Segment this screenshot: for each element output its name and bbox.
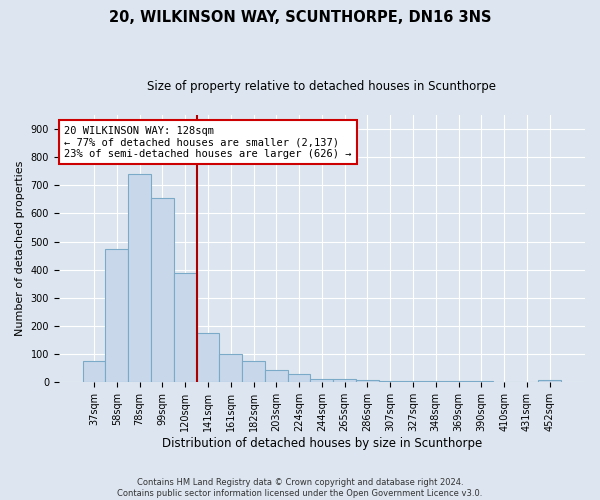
Bar — [333, 379, 356, 382]
Bar — [265, 370, 288, 382]
X-axis label: Distribution of detached houses by size in Scunthorpe: Distribution of detached houses by size … — [162, 437, 482, 450]
Title: Size of property relative to detached houses in Scunthorpe: Size of property relative to detached ho… — [148, 80, 496, 93]
Bar — [220, 354, 242, 382]
Bar — [174, 272, 197, 382]
Bar — [538, 380, 561, 382]
Bar — [470, 381, 493, 382]
Y-axis label: Number of detached properties: Number of detached properties — [15, 161, 25, 336]
Bar — [242, 361, 265, 382]
Bar — [401, 381, 424, 382]
Text: 20, WILKINSON WAY, SCUNTHORPE, DN16 3NS: 20, WILKINSON WAY, SCUNTHORPE, DN16 3NS — [109, 10, 491, 25]
Bar — [106, 248, 128, 382]
Bar — [83, 361, 106, 382]
Bar — [356, 380, 379, 382]
Text: 20 WILKINSON WAY: 128sqm
← 77% of detached houses are smaller (2,137)
23% of sem: 20 WILKINSON WAY: 128sqm ← 77% of detach… — [64, 126, 352, 159]
Bar — [379, 381, 401, 382]
Bar — [310, 378, 333, 382]
Bar — [151, 198, 174, 382]
Bar — [424, 381, 447, 382]
Text: Contains HM Land Registry data © Crown copyright and database right 2024.
Contai: Contains HM Land Registry data © Crown c… — [118, 478, 482, 498]
Bar — [197, 333, 220, 382]
Bar — [128, 174, 151, 382]
Bar — [288, 374, 310, 382]
Bar — [447, 381, 470, 382]
